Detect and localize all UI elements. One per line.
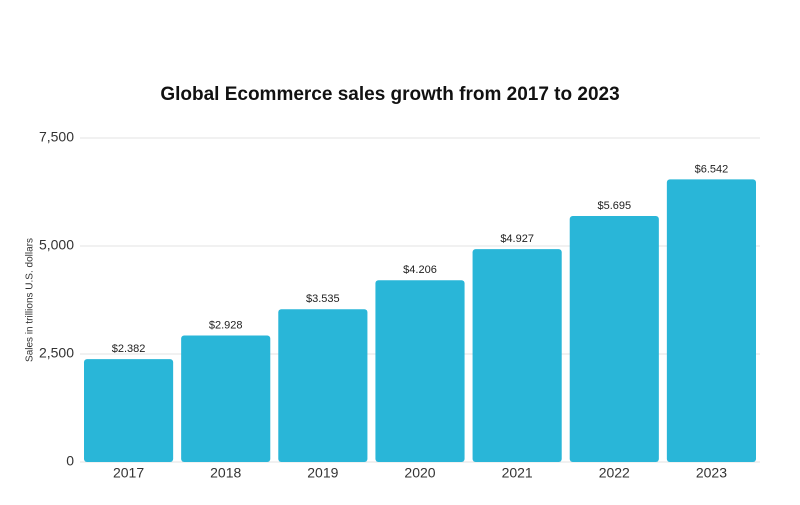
y-axis-label: Sales in trillions U.S. dollars	[25, 238, 36, 362]
y-tick-label: 7,500	[39, 129, 74, 145]
y-tick-label: 2,500	[39, 345, 74, 361]
bar	[84, 359, 174, 462]
bar	[181, 335, 271, 462]
x-tick-label: 2022	[599, 465, 630, 481]
bar	[375, 280, 465, 462]
bar	[278, 309, 368, 462]
y-tick-label: 0	[66, 453, 74, 469]
value-label: $4.927	[500, 233, 534, 245]
bar	[666, 179, 756, 462]
value-label: $5.695	[597, 200, 631, 212]
chart-title: Global Ecommerce sales growth from 2017 …	[160, 84, 619, 105]
bar	[569, 215, 659, 462]
x-tick-label: 2017	[113, 465, 144, 481]
x-tick-label: 2021	[502, 465, 533, 481]
value-label: $6.542	[695, 163, 729, 175]
value-label: $2.382	[112, 343, 146, 355]
x-tick-label: 2020	[404, 465, 435, 481]
x-tick-label: 2023	[696, 465, 727, 481]
bar	[472, 249, 562, 462]
y-tick-label: 5,000	[39, 237, 74, 253]
x-tick-label: 2019	[307, 465, 338, 481]
value-label: $4.206	[403, 264, 437, 276]
value-label: $3.535	[306, 293, 340, 305]
x-tick-label: 2018	[210, 465, 241, 481]
value-label: $2.928	[209, 319, 243, 331]
